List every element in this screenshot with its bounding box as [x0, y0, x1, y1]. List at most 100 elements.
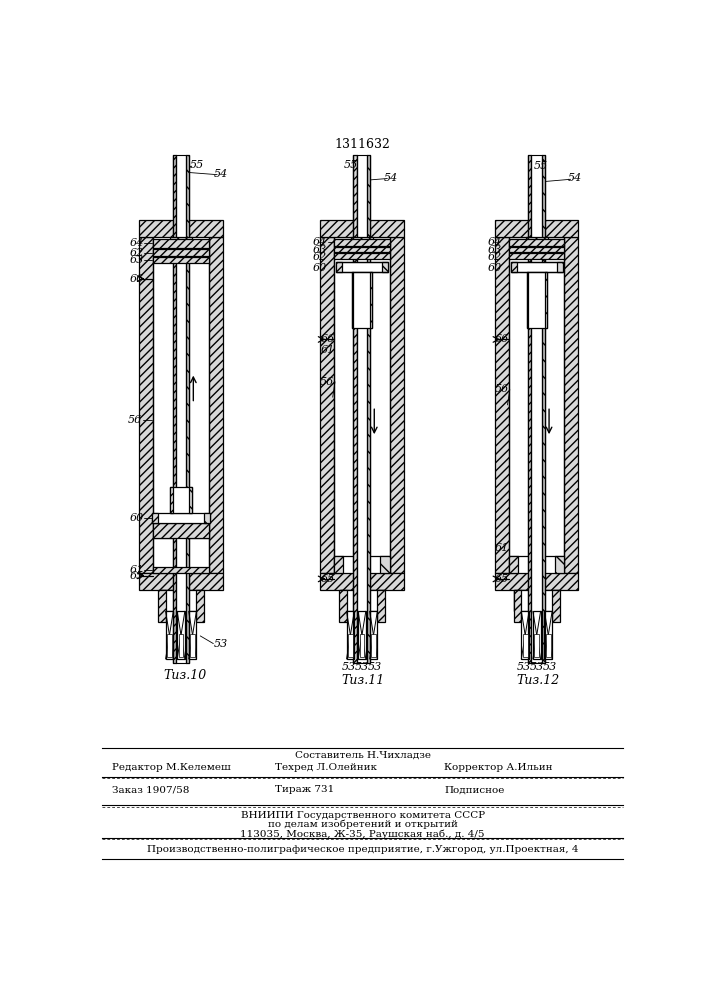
- Text: 60: 60: [129, 513, 144, 523]
- Bar: [334, 239, 390, 246]
- Bar: [515, 590, 559, 611]
- Text: 61: 61: [129, 565, 144, 575]
- Bar: [528, 155, 532, 663]
- Text: Заказ 1907/58: Заказ 1907/58: [112, 785, 189, 794]
- Bar: [509, 556, 518, 573]
- Bar: [167, 634, 172, 657]
- Bar: [158, 590, 204, 611]
- Bar: [532, 155, 542, 663]
- Bar: [380, 556, 390, 573]
- Bar: [158, 590, 204, 611]
- Bar: [390, 237, 404, 573]
- Bar: [175, 155, 187, 663]
- Bar: [358, 611, 366, 659]
- Bar: [510, 262, 517, 272]
- Text: 60: 60: [487, 263, 501, 273]
- Bar: [190, 634, 195, 657]
- Text: 56: 56: [495, 384, 509, 394]
- Bar: [526, 237, 547, 242]
- Bar: [545, 272, 547, 328]
- Bar: [197, 590, 204, 622]
- Text: 53: 53: [517, 662, 531, 672]
- Bar: [173, 155, 175, 663]
- Bar: [320, 220, 404, 237]
- Bar: [509, 247, 564, 252]
- Text: 54: 54: [568, 173, 583, 183]
- Bar: [336, 262, 388, 272]
- Text: 64: 64: [487, 237, 501, 247]
- Bar: [495, 573, 578, 590]
- Text: 113035, Москва, Ж-35, Раушская наб., д. 4/5: 113035, Москва, Ж-35, Раушская наб., д. …: [240, 829, 485, 839]
- Text: 1311632: 1311632: [335, 138, 391, 151]
- Bar: [189, 487, 192, 513]
- Bar: [153, 239, 209, 248]
- Bar: [523, 634, 527, 657]
- Bar: [555, 556, 564, 573]
- Bar: [527, 272, 547, 328]
- Bar: [170, 487, 173, 513]
- Bar: [152, 513, 158, 523]
- Text: Корректор А.Ильин: Корректор А.Ильин: [444, 763, 553, 772]
- Bar: [158, 590, 165, 622]
- Text: по делам изобретений и открытий: по делам изобретений и открытий: [268, 820, 457, 829]
- Text: 56: 56: [128, 415, 142, 425]
- Bar: [334, 253, 390, 259]
- Bar: [177, 611, 185, 659]
- Bar: [152, 513, 210, 523]
- Bar: [382, 262, 388, 272]
- Bar: [153, 523, 209, 538]
- Bar: [153, 257, 209, 263]
- Bar: [352, 272, 372, 328]
- Bar: [534, 634, 539, 657]
- Bar: [509, 239, 564, 246]
- Text: 64: 64: [129, 238, 144, 248]
- Text: 53: 53: [368, 662, 382, 672]
- Text: 53: 53: [530, 662, 544, 672]
- Bar: [509, 237, 564, 573]
- Bar: [368, 155, 370, 663]
- Text: Редактор М.Келемеш: Редактор М.Келемеш: [112, 763, 230, 772]
- Text: 60: 60: [312, 263, 327, 273]
- Bar: [320, 237, 334, 573]
- Text: 54: 54: [384, 173, 398, 183]
- Text: Техред Л.Олейник: Техред Л.Олейник: [275, 763, 377, 772]
- Text: 65: 65: [495, 574, 509, 584]
- Text: Τиз.11: Τиз.11: [342, 674, 385, 687]
- Bar: [339, 590, 346, 622]
- Text: Подписное: Подписное: [444, 785, 505, 794]
- Bar: [521, 611, 529, 659]
- Bar: [509, 253, 564, 259]
- Bar: [209, 237, 223, 573]
- Text: 61: 61: [320, 345, 334, 355]
- Bar: [552, 590, 560, 622]
- Text: ВНИИПИ Государственного комитета СССР: ВНИИПИ Государственного комитета СССР: [240, 811, 485, 820]
- Bar: [339, 590, 385, 611]
- Bar: [495, 220, 578, 237]
- Bar: [352, 272, 354, 328]
- Bar: [179, 634, 183, 657]
- Text: 53: 53: [341, 662, 356, 672]
- Bar: [153, 249, 209, 256]
- Bar: [334, 247, 390, 252]
- Bar: [564, 237, 578, 573]
- Text: 53: 53: [543, 662, 557, 672]
- Bar: [320, 573, 404, 590]
- Bar: [204, 513, 210, 523]
- Text: 55: 55: [189, 160, 204, 170]
- Bar: [165, 611, 173, 659]
- Bar: [510, 262, 563, 272]
- Bar: [370, 611, 378, 659]
- Text: 63: 63: [312, 245, 327, 255]
- Text: Тираж 731: Тираж 731: [275, 785, 334, 794]
- Bar: [346, 611, 354, 659]
- Bar: [544, 611, 552, 659]
- Bar: [495, 237, 509, 573]
- Bar: [139, 220, 223, 237]
- Bar: [378, 590, 385, 622]
- Bar: [139, 237, 153, 573]
- Bar: [170, 487, 192, 513]
- Bar: [348, 634, 353, 657]
- Text: 56: 56: [320, 377, 334, 387]
- Bar: [546, 634, 551, 657]
- Bar: [370, 272, 372, 328]
